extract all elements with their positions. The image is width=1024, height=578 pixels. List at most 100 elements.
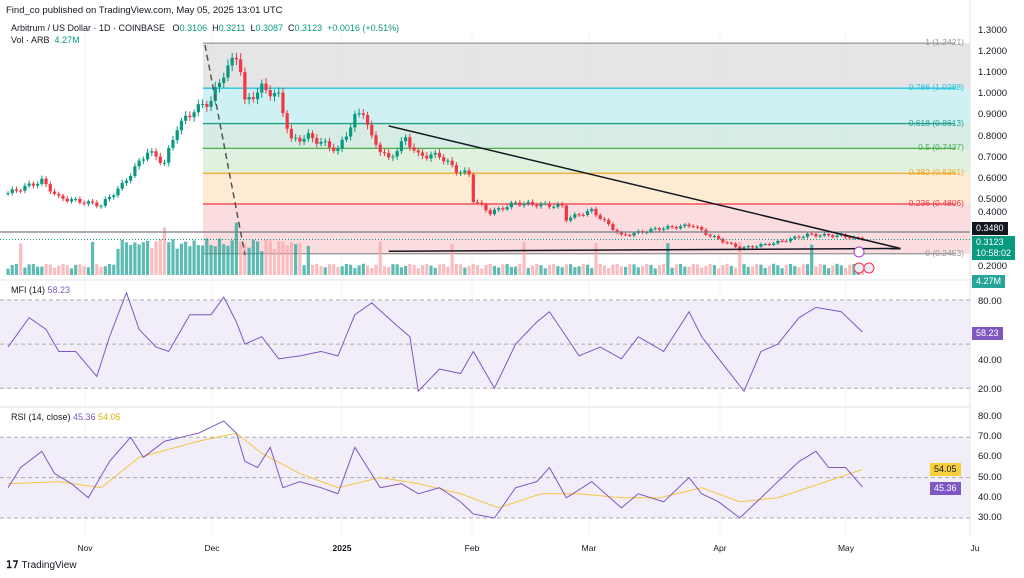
volume-bar xyxy=(585,264,590,275)
candle-body xyxy=(44,178,48,185)
candle-body xyxy=(827,233,831,236)
volume-bar xyxy=(213,246,217,275)
fib-level-label: 0.382 (0.6261) xyxy=(908,167,964,178)
volume-bar xyxy=(623,266,628,275)
volume-bar xyxy=(382,266,387,275)
volume-bar xyxy=(243,243,247,275)
volume-bar xyxy=(6,268,10,275)
candle-body xyxy=(69,199,74,202)
volume-bar xyxy=(818,263,822,275)
candle-body xyxy=(272,93,277,97)
mfi-line xyxy=(7,291,863,393)
candle-body xyxy=(442,157,446,162)
symbol-title[interactable]: Arbitrum / US Dollar · 1D · COINBASE xyxy=(11,23,166,33)
tradingview-logo[interactable]: 𝟣𝟩 TradingView xyxy=(6,560,77,571)
volume-bar xyxy=(264,239,268,275)
candle-body xyxy=(10,189,14,194)
candle-body xyxy=(217,83,222,88)
candle-body xyxy=(535,204,539,207)
volume-bar xyxy=(492,265,497,275)
candle-body xyxy=(285,113,289,129)
volume-bar xyxy=(234,222,239,275)
candle-body xyxy=(387,152,391,158)
time-axis-label: Nov xyxy=(77,543,93,553)
candle-body xyxy=(145,152,150,160)
rsi-value-tag: 45.36 xyxy=(930,482,961,495)
price-axis-label: 1.2000 xyxy=(978,46,1008,57)
time-axis-label: Dec xyxy=(204,543,220,553)
candle-body xyxy=(818,235,822,237)
candle-body xyxy=(416,150,420,153)
candle-body xyxy=(463,170,467,173)
volume-bar xyxy=(636,267,640,275)
volume-bar xyxy=(408,263,412,275)
candle-body xyxy=(623,234,628,236)
volume-bar xyxy=(78,263,82,275)
volume-bar xyxy=(99,267,103,275)
volume-bar xyxy=(700,267,704,275)
volume-bar xyxy=(645,263,649,275)
volume-bar xyxy=(14,263,19,275)
volume-bar xyxy=(543,268,547,275)
volume-bar xyxy=(590,268,594,275)
candle-body xyxy=(797,236,801,238)
candle-body xyxy=(750,246,755,248)
volume-bar xyxy=(365,265,370,275)
volume-bar xyxy=(52,267,57,275)
candle-body xyxy=(755,246,759,248)
line-price-tag: 0.3480 xyxy=(972,222,1008,235)
candle-body xyxy=(788,238,793,242)
volume-bar xyxy=(399,267,403,275)
candle-body xyxy=(112,195,116,198)
candle-body xyxy=(530,201,535,205)
volume-bar xyxy=(150,248,154,275)
candle-body xyxy=(124,180,129,183)
mfi-axis-label: 40.00 xyxy=(978,355,1002,366)
volume-bar xyxy=(560,267,564,275)
candle-body xyxy=(547,203,552,207)
candle-body xyxy=(577,214,581,216)
candle-body xyxy=(539,203,543,207)
tradingview-icon: 𝟣𝟩 xyxy=(6,560,19,571)
rsi-axis-label: 50.00 xyxy=(978,471,1002,483)
volume-bar xyxy=(61,263,65,275)
candle-body xyxy=(475,201,480,203)
volume-bar xyxy=(69,268,74,275)
candle-body xyxy=(784,241,788,243)
volume-bar xyxy=(488,263,492,275)
candle-body xyxy=(319,141,323,144)
volume-bar xyxy=(607,267,611,275)
volume-bar xyxy=(615,263,619,275)
volume-bar xyxy=(86,267,90,275)
candle-body xyxy=(611,224,615,230)
candle-body xyxy=(615,229,619,233)
volume-bar xyxy=(378,241,382,275)
candle-body xyxy=(120,182,124,189)
volume-bar xyxy=(255,241,260,275)
volume-bar xyxy=(319,266,323,275)
candle-body xyxy=(408,137,412,148)
volume-bar xyxy=(44,263,48,275)
candle-body xyxy=(480,202,484,205)
volume-bar xyxy=(835,263,839,275)
candle-body xyxy=(357,113,361,115)
volume-bar xyxy=(763,267,767,275)
candle-body xyxy=(831,235,835,237)
candle-body xyxy=(196,104,200,113)
candle-body xyxy=(167,147,171,163)
volume-bar xyxy=(336,267,340,275)
ohlc-legend: Arbitrum / US Dollar · 1D · COINBASE O0.… xyxy=(11,23,400,33)
volume-bar xyxy=(738,241,742,275)
candle-body xyxy=(492,209,497,215)
candle-body xyxy=(678,226,683,229)
candle-body xyxy=(412,147,416,151)
candle-body xyxy=(294,137,298,139)
fib-zone xyxy=(203,88,970,124)
candle-body xyxy=(175,130,179,141)
candle-body xyxy=(581,214,585,216)
volume-bar xyxy=(577,266,581,275)
volume-bar xyxy=(442,264,446,275)
candle-body xyxy=(349,127,353,137)
price-axis-label: 0.5000 xyxy=(978,193,1008,205)
